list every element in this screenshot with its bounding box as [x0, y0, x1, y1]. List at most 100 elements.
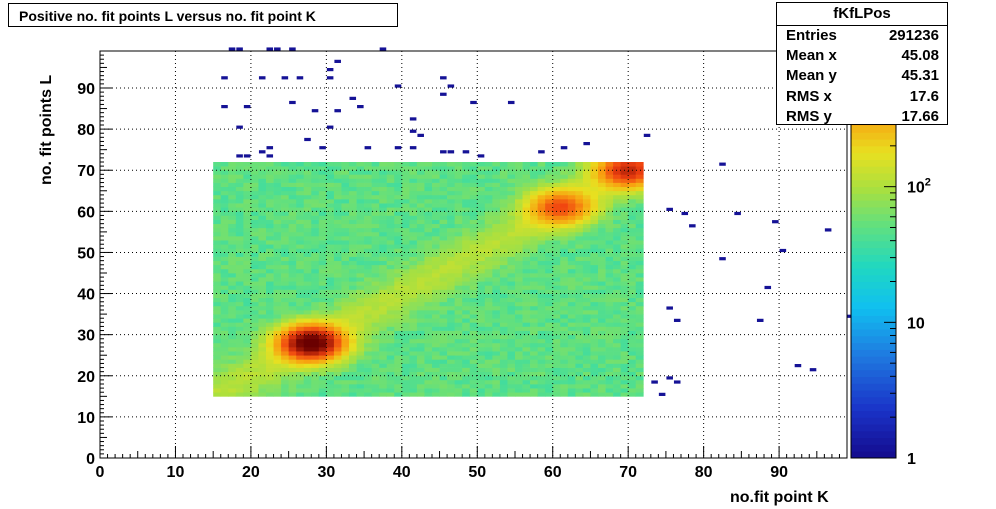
- heatmap-cell: [628, 244, 637, 249]
- heatmap-cell: [522, 371, 531, 377]
- heatmap-cell: [447, 334, 455, 340]
- heatmap-cell: [243, 223, 252, 229]
- heatmap-cell: [560, 379, 569, 385]
- heatmap-cell: [281, 203, 289, 208]
- heatmap-cell: [537, 318, 546, 323]
- heatmap-cell: [439, 203, 448, 208]
- heatmap-cell: [401, 338, 410, 344]
- heatmap-cell: [552, 268, 561, 274]
- heatmap-cell: [620, 384, 629, 389]
- heatmap-cell: [424, 285, 433, 290]
- heatmap-cell: [477, 326, 486, 331]
- heatmap-cell: [394, 268, 403, 274]
- heatmap-cell: [288, 322, 297, 327]
- heatmap-cell: [462, 384, 471, 389]
- heatmap-cell: [477, 174, 486, 179]
- heatmap-cell: [303, 322, 312, 327]
- heatmap-cell: [605, 244, 614, 249]
- heatmap-cell: [371, 186, 380, 192]
- heatmap-cell: [454, 199, 463, 204]
- heatmap-cell: [598, 326, 606, 331]
- heatmap-cell: [424, 355, 433, 360]
- heatmap-cell: [341, 375, 350, 381]
- heatmap-cell: [379, 355, 388, 360]
- heatmap-cell: [364, 194, 372, 200]
- heatmap-cell: [590, 384, 599, 389]
- heatmap-cell: [409, 359, 418, 364]
- heatmap-cell: [575, 186, 584, 192]
- heatmap-cell: [296, 199, 305, 204]
- heatmap-cell: [530, 190, 538, 196]
- heatmap-cell: [492, 277, 501, 282]
- heatmap-cell: [266, 330, 274, 336]
- heatmap-cell: [401, 293, 410, 299]
- heatmap-cell: [507, 162, 516, 167]
- heatmap-cell: [552, 170, 561, 175]
- heatmap-cell: [228, 236, 237, 241]
- heatmap-cell: [462, 379, 471, 385]
- heatmap-cell: [507, 277, 516, 282]
- heatmap-cell: [371, 379, 380, 385]
- heatmap-cell: [530, 384, 538, 389]
- heatmap-cell: [552, 186, 561, 192]
- heatmap-cell: [356, 305, 365, 311]
- heatmap-cell: [371, 351, 380, 356]
- heatmap-cell: [545, 375, 554, 381]
- heatmap-cell: [341, 236, 350, 241]
- heatmap-cell: [499, 347, 508, 352]
- heatmap-cell: [447, 219, 455, 225]
- heatmap-cell: [439, 371, 448, 377]
- heatmap-cell: [545, 384, 554, 389]
- heatmap-cell: [439, 277, 448, 282]
- heatmap-cell: [258, 174, 267, 179]
- heatmap-cell: [477, 227, 486, 233]
- heatmap-cell: [356, 351, 365, 356]
- heatmap-cell: [258, 330, 267, 336]
- heatmap-cell: [379, 227, 388, 233]
- heatmap-cell: [213, 342, 222, 348]
- heatmap-cell: [575, 162, 584, 167]
- heatmap-cell: [409, 244, 418, 249]
- x-tick-label: 80: [695, 464, 713, 481]
- heatmap-cell: [454, 301, 463, 307]
- y-tick-label: 70: [77, 163, 95, 180]
- heatmap-cell: [250, 301, 259, 307]
- heatmap-cell: [213, 338, 222, 344]
- heatmap-cell: [567, 293, 576, 299]
- heatmap-cell: [582, 223, 591, 229]
- heatmap-cell: [409, 355, 418, 360]
- heatmap-cell: [326, 388, 335, 393]
- heatmap-cell: [537, 301, 546, 307]
- heatmap-cell: [333, 367, 342, 373]
- heatmap-cell: [416, 244, 425, 249]
- heatmap-cell: [424, 211, 433, 216]
- heatmap-cell: [432, 392, 440, 397]
- palette-band: [851, 159, 896, 167]
- heatmap-cell: [545, 347, 554, 352]
- heatmap-cell: [492, 367, 501, 373]
- heatmap-cell: [567, 359, 576, 364]
- heatmap-cell: [401, 326, 410, 331]
- heatmap-cell: [318, 211, 327, 216]
- heatmap-cell: [499, 231, 508, 237]
- sparse-cell: [470, 100, 477, 105]
- heatmap-cell: [499, 384, 508, 389]
- heatmap-cell: [567, 330, 576, 336]
- heatmap-cell: [499, 178, 508, 183]
- heatmap-cell: [432, 326, 440, 331]
- heatmap-cell: [364, 371, 372, 377]
- heatmap-cell: [250, 178, 259, 183]
- heatmap-cell: [582, 359, 591, 364]
- heatmap-cell: [326, 252, 335, 257]
- heatmap-cell: [273, 207, 282, 212]
- heatmap-cell: [273, 264, 282, 270]
- heatmap-cell: [447, 293, 455, 299]
- heatmap-cell: [515, 392, 523, 397]
- heatmap-cell: [454, 223, 463, 229]
- heatmap-cell: [613, 347, 621, 352]
- heatmap-cell: [349, 211, 357, 216]
- heatmap-cell: [394, 285, 403, 290]
- heatmap-cell: [409, 379, 418, 385]
- heatmap-cell: [605, 211, 614, 216]
- heatmap-cell: [356, 211, 365, 216]
